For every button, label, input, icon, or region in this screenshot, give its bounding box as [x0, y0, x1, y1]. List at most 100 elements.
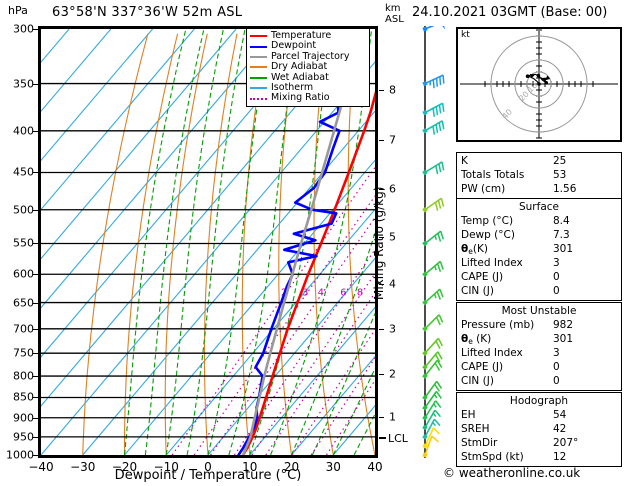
index-value: 301 [553, 333, 574, 345]
altitude-tick-label: 6 [389, 182, 396, 196]
legend-item: Dewpoint [250, 40, 366, 52]
index-row: SREH 42 [457, 422, 621, 436]
wind-barb-column [422, 26, 445, 458]
index-row: θe(K) 301 [457, 242, 621, 256]
legend-item: Isotherm [250, 81, 366, 93]
pressure-tick [33, 209, 38, 211]
index-value: 53 [553, 169, 567, 181]
station-title: 63°58'N 337°36'W 52m ASL [52, 5, 243, 20]
index-row: Pressure (mb) 982 [457, 318, 621, 332]
index-row: CAPE (J) 0 [457, 270, 621, 284]
lcl-label: LCL [388, 431, 408, 445]
temperature-tick-label: 30 [325, 460, 341, 474]
x-axis-title: Dewpoint / Temperature (°C) [114, 468, 302, 483]
index-row: K 25 [457, 154, 621, 168]
index-row: CIN (J) 0 [457, 284, 621, 298]
index-row: StmDir 207° [457, 436, 621, 450]
wind-barb [422, 380, 443, 401]
lcl-tick [379, 436, 386, 439]
index-row: CAPE (J) 0 [457, 360, 621, 374]
index-key: CAPE (J) [461, 271, 504, 283]
altitude-ref-label: ASL [385, 14, 404, 25]
panel-title: Most Unstable [501, 305, 577, 317]
pressure-tick [33, 29, 38, 30]
temperature-tick-label: 0 [204, 460, 212, 474]
pressure-tick [33, 130, 38, 132]
index-value: 301 [553, 243, 574, 255]
temperature-tick-label: −40 [28, 460, 54, 474]
index-value: 42 [553, 423, 567, 435]
svg-text:8: 8 [357, 287, 363, 298]
legend-item: Temperature [250, 30, 366, 41]
temperature-tick-label: 40 [367, 460, 383, 474]
wind-barb [422, 418, 441, 440]
index-row: Temp (°C) 8.4 [457, 214, 621, 228]
altitude-tick [379, 237, 384, 239]
legend-label: Dry Adiabat [271, 61, 328, 73]
pressure-tick-label: 550 [13, 236, 34, 250]
pressure-tick [33, 417, 38, 419]
altitude-tick-label: 7 [389, 133, 396, 147]
pressure-tick [33, 376, 38, 378]
index-row: CIN (J) 0 [457, 374, 621, 388]
legend-label: Isotherm [271, 81, 314, 93]
wind-barb [422, 359, 443, 379]
index-key: SREH [461, 423, 490, 435]
index-key: Pressure (mb) [461, 319, 535, 331]
hodograph-ring-label: 40 [500, 107, 514, 121]
wind-barb [422, 400, 442, 421]
altitude-tick [379, 329, 384, 331]
pressure-tick-label: 900 [13, 411, 34, 425]
wind-barb [422, 435, 439, 458]
svg-text:3: 3 [302, 287, 308, 298]
altitude-tick-label: 2 [389, 367, 396, 381]
mixing-ratio-axis-title: Mixing Ratio (g/kg) [372, 186, 386, 300]
wind-barb [422, 161, 445, 176]
altitude-tick [379, 189, 384, 191]
wind-barb [422, 337, 443, 357]
wind-barb [422, 427, 440, 449]
legend-swatch [250, 87, 267, 90]
index-value: 3 [553, 347, 560, 359]
pressure-tick [33, 455, 38, 456]
temperature-tick-label: −10 [153, 460, 179, 474]
pressure-unit-label: hPa [8, 4, 28, 17]
index-value: 25 [553, 155, 567, 167]
legend-swatch [250, 35, 267, 38]
index-key: θe (K) [461, 333, 492, 346]
pressure-tick [33, 243, 38, 245]
wind-barb [422, 26, 445, 32]
legend-swatch [250, 66, 267, 69]
pressure-tick-label: 850 [13, 390, 34, 404]
datetime-label: 24.10.2021 03GMT (Base: 00) [412, 5, 608, 20]
index-row: Totals Totals 53 [457, 168, 621, 182]
pressure-tick-label: 800 [13, 369, 34, 383]
legend-swatch [250, 45, 267, 48]
index-key: StmSpd (kt) [461, 451, 524, 463]
pressure-tick [33, 353, 38, 355]
temperature-tick-label: −30 [70, 460, 96, 474]
altitude-tick [379, 89, 384, 91]
wind-barb [422, 260, 444, 278]
altitude-unit-label: km [385, 3, 401, 14]
panel-title: Surface [518, 201, 559, 213]
altitude-tick-label: 5 [389, 230, 396, 244]
hodograph-unit-label: kt [461, 30, 470, 40]
altitude-tick [379, 417, 384, 419]
temperature-tick-label: 10 [242, 460, 258, 474]
hodograph-ring-label: 10 [526, 81, 540, 95]
index-value: 982 [553, 319, 574, 331]
pressure-tick-label: 700 [13, 322, 34, 336]
pressure-tick [33, 274, 38, 276]
index-key: Temp (°C) [461, 215, 514, 227]
wind-barb [422, 230, 445, 247]
legend-label: Dewpoint [271, 40, 317, 52]
legend-item: Mixing Ratio [250, 92, 366, 103]
index-value: 8.4 [553, 215, 570, 227]
index-key: θe(K) [461, 243, 488, 256]
index-key: Dewp (°C) [461, 229, 515, 241]
pressure-tick [33, 397, 38, 399]
index-row: Lifted Index 3 [457, 256, 621, 270]
index-value: 207° [553, 437, 579, 449]
